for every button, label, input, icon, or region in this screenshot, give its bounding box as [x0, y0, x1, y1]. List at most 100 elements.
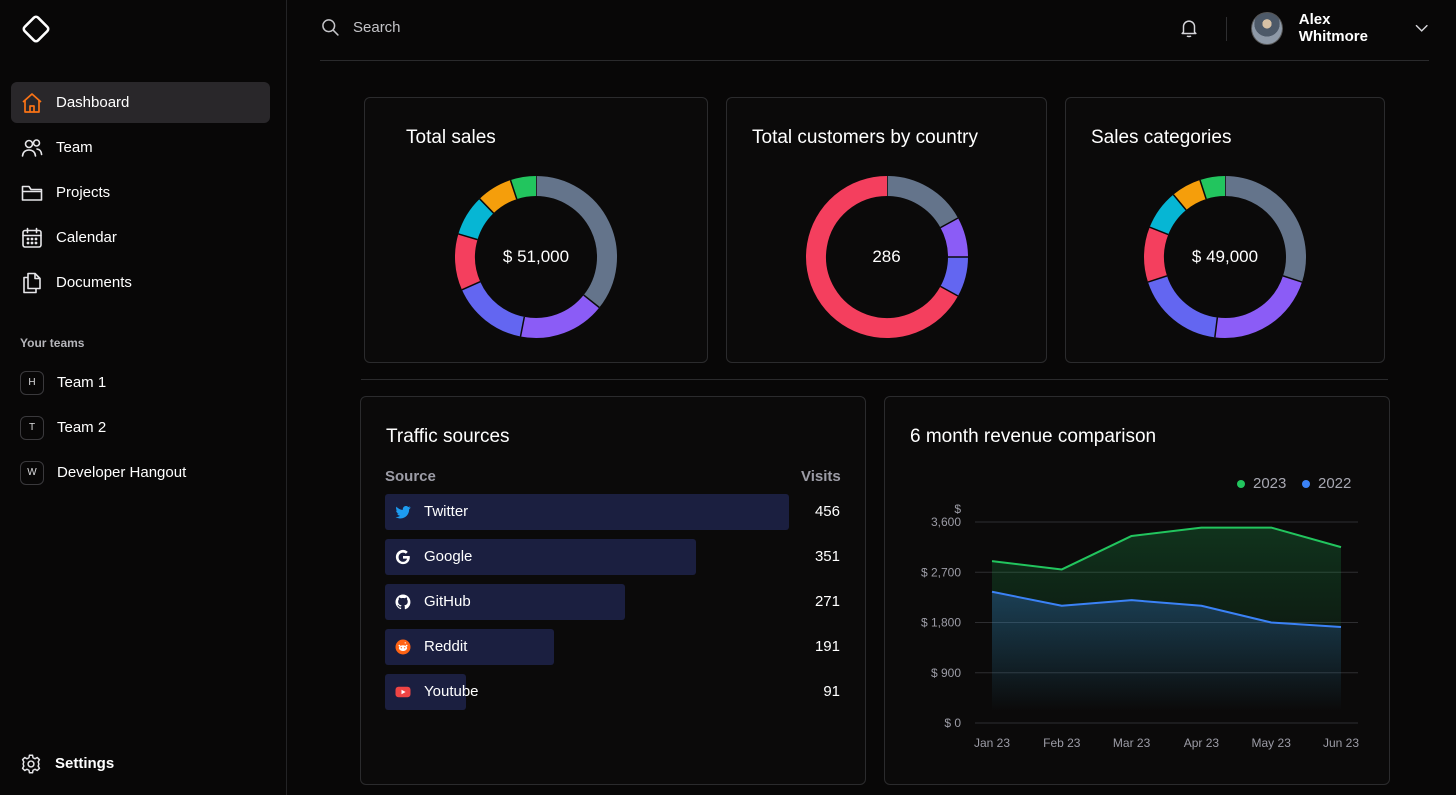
teams-heading: Your teams	[20, 336, 85, 350]
card-title: Total customers by country	[752, 127, 978, 148]
nav-item-label: Team	[56, 139, 93, 156]
team-item-team-2[interactable]: T Team 2	[11, 407, 270, 448]
settings-label: Settings	[55, 755, 115, 772]
legend-dot	[1302, 479, 1310, 488]
total-sales-donut: $ 51,000	[454, 175, 618, 339]
google-icon	[395, 549, 410, 565]
traffic-row-github: GitHub 271	[385, 584, 840, 620]
traffic-source-label: Google	[424, 548, 473, 565]
donut-slice[interactable]	[1224, 176, 1306, 283]
team-item-team-1[interactable]: H Team 1	[11, 362, 270, 403]
nav-item-label: Dashboard	[56, 94, 130, 111]
revenue-area-chart: $ 0 $ 900 $ 1,800 $ 2,700 3,600$ Jan 23 Feb 23…	[921, 502, 1359, 750]
legend-dot	[1237, 479, 1245, 488]
header-divider	[1226, 17, 1227, 41]
nav-item-team[interactable]: Team	[11, 127, 270, 168]
donut-slice-separator	[1214, 317, 1219, 338]
x-tick-label: Apr 23	[1184, 736, 1220, 750]
team-label: Team 2	[57, 419, 107, 436]
series-line-2023[interactable]	[991, 526, 1342, 571]
traffic-bar[interactable]	[385, 539, 696, 575]
team-item-developer-hangout[interactable]: W Developer Hangout	[11, 452, 270, 493]
x-tick-label: May 23	[1252, 736, 1292, 750]
donut-slice[interactable]	[1147, 275, 1218, 338]
donut-center-value: 286	[872, 247, 901, 266]
traffic-visits-value: 191	[814, 638, 840, 655]
donut-slice[interactable]	[1149, 194, 1187, 235]
donut-slice-separator	[939, 285, 958, 297]
user-menu[interactable]: Alex Whitmore	[1251, 11, 1429, 45]
donut-slice-separator	[939, 217, 958, 229]
traffic-bar[interactable]	[385, 494, 789, 530]
main-nav: Dashboard Team Projects Calendar	[11, 82, 270, 307]
traffic-bar[interactable]	[385, 629, 555, 665]
search-placeholder: Search	[353, 18, 401, 36]
chevron-down-icon	[1415, 24, 1428, 32]
donut-slice-separator	[479, 198, 495, 214]
donut-slice[interactable]	[520, 294, 600, 338]
area-fill-2022	[992, 591, 1341, 711]
card-title: Traffic sources	[386, 426, 510, 447]
avatar	[1251, 11, 1283, 45]
column-header-source: Source	[385, 468, 436, 485]
app-logo-icon[interactable]	[20, 13, 52, 45]
donut-slice[interactable]	[479, 180, 518, 214]
teams-list: H Team 1 T Team 2 W Developer Hangout	[11, 362, 270, 497]
legend-2023[interactable]: 2023	[1237, 475, 1286, 492]
x-tick-label: Mar 23	[1113, 736, 1151, 750]
donut-slice[interactable]	[1214, 275, 1303, 338]
donut-slice-separator	[458, 233, 478, 241]
traffic-bar[interactable]	[385, 584, 626, 620]
github-icon	[395, 594, 411, 610]
legend-2022[interactable]: 2022	[1302, 475, 1351, 492]
settings-link[interactable]: Settings	[11, 743, 270, 784]
team-badge: W	[20, 460, 44, 485]
nav-item-label: Documents	[56, 274, 132, 291]
sales-categories-card: Sales categories $ 49,000	[1065, 97, 1385, 363]
donut-slice[interactable]	[886, 176, 958, 228]
traffic-row-youtube: Youtube 91	[385, 674, 840, 710]
gear-icon	[21, 754, 41, 773]
donut-slice[interactable]	[939, 256, 968, 297]
traffic-row-reddit: Reddit 191	[385, 629, 840, 665]
traffic-row-google: Google 351	[385, 539, 840, 575]
traffic-visits-value: 271	[814, 593, 840, 610]
donut-slice-separator	[509, 179, 518, 200]
nav-item-dashboard[interactable]: Dashboard	[11, 82, 270, 123]
donut-slice[interactable]	[458, 198, 494, 241]
twitter-icon	[395, 506, 411, 519]
team-badge: T	[20, 415, 44, 440]
traffic-source-label: Twitter	[424, 503, 469, 520]
team-badge: H	[20, 370, 44, 395]
user-name: Alex Whitmore	[1298, 11, 1368, 45]
team-label: Team 1	[57, 374, 107, 391]
donut-slice[interactable]	[461, 281, 525, 337]
nav-item-projects[interactable]: Projects	[11, 172, 270, 213]
donut-slice-separator	[1282, 275, 1303, 283]
donut-slice-separator	[1147, 275, 1168, 283]
donut-slice[interactable]	[805, 176, 958, 338]
donut-chart	[1144, 176, 1306, 338]
card-title: Sales categories	[1091, 127, 1232, 148]
y-tick-prefix: $	[954, 502, 961, 516]
card-title: 6 month revenue comparison	[910, 426, 1157, 447]
donut-slice[interactable]	[1144, 227, 1169, 283]
y-tick-label: $ 0	[944, 716, 961, 730]
nav-item-label: Calendar	[56, 229, 117, 246]
column-header-visits: Visits	[801, 468, 841, 485]
series-line-2022[interactable]	[991, 590, 1342, 628]
donut-slice-separator	[583, 294, 600, 309]
nav-item-documents[interactable]: Documents	[11, 262, 270, 303]
search-input[interactable]: Search	[320, 17, 401, 37]
calendar-icon	[20, 226, 44, 250]
donut-slice-separator	[1199, 179, 1207, 200]
customers-donut: 286	[805, 175, 969, 339]
donut-slice[interactable]	[535, 176, 617, 308]
donut-slice[interactable]	[455, 233, 481, 290]
y-tick-label: $ 900	[931, 666, 961, 680]
bell-icon[interactable]	[1178, 16, 1200, 40]
donut-slice[interactable]	[939, 217, 968, 258]
nav-item-calendar[interactable]: Calendar	[11, 217, 270, 258]
total-sales-card: Total sales $ 51,000	[364, 97, 708, 363]
youtube-icon	[395, 686, 411, 698]
